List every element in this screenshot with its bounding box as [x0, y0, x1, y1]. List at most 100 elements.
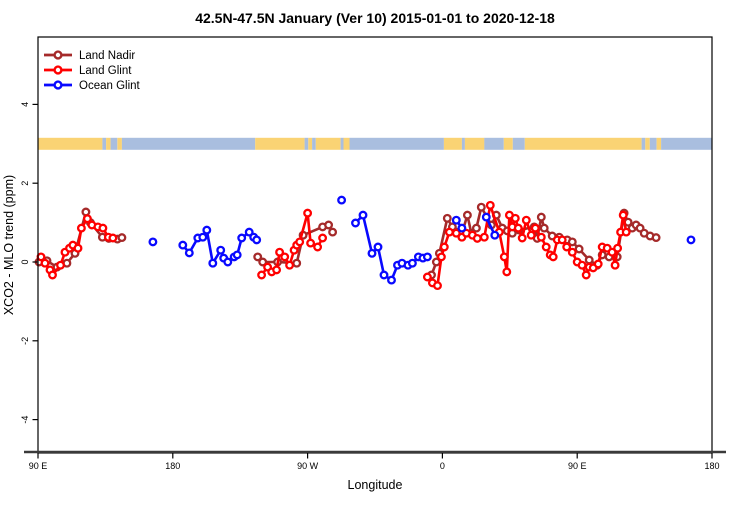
axis-layer: 90 E 180 90 W 0 90 E 180 -4 -2 0 2 4: [20, 36, 726, 471]
data-point-0: [651, 233, 661, 243]
data-point-1: [272, 265, 282, 275]
data-point-1: [285, 260, 295, 270]
data-point-0: [253, 252, 263, 262]
legend-marker-point: [53, 65, 63, 75]
data-point-1: [557, 235, 567, 245]
data-point-2: [202, 225, 212, 235]
data-point-2: [198, 232, 208, 242]
band-land-segment: [106, 137, 111, 150]
x-tick-label: 0: [440, 461, 445, 471]
data-point-1: [313, 242, 323, 252]
data-point-1: [275, 247, 285, 257]
band-land-segment: [343, 137, 350, 150]
band-land-segment: [503, 137, 513, 150]
data-point-1: [98, 223, 108, 233]
data-point-1: [530, 223, 540, 233]
data-point-2: [379, 270, 389, 280]
data-point-1: [303, 208, 313, 218]
data-point-2: [208, 258, 218, 268]
data-point-1: [593, 259, 603, 269]
data-point-2: [223, 257, 233, 267]
data-point-0: [117, 233, 127, 243]
data-point-1: [577, 260, 587, 270]
band-ocean-segment: [102, 137, 107, 150]
data-point-1: [422, 272, 432, 282]
x-tick-label: 180: [704, 461, 719, 471]
chart-title: 42.5N-47.5N January (Ver 10) 2015-01-01 …: [195, 10, 555, 26]
legend-label-ocean-glint: Ocean Glint: [79, 80, 141, 92]
data-point-1: [306, 238, 316, 248]
data-point-1: [444, 227, 454, 237]
band-land-segment: [315, 137, 341, 150]
y-tick-label: 2: [20, 181, 30, 186]
data-point-2: [351, 218, 360, 228]
data-point-0: [476, 202, 486, 212]
data-point-2: [148, 237, 158, 247]
data-point-1: [56, 260, 65, 270]
data-series-layer: [34, 195, 696, 291]
data-point-1: [436, 252, 446, 262]
data-point-1: [48, 270, 57, 280]
data-point-1: [318, 233, 328, 243]
data-point-2: [373, 242, 383, 252]
y-axis-label: XCO2 - MLO trend (ppm): [2, 175, 16, 315]
data-point-1: [76, 223, 86, 233]
band-ocean-segment: [512, 137, 525, 150]
band-ocean-segment: [312, 137, 316, 150]
data-point-0: [471, 223, 481, 233]
band-land-segment: [255, 137, 305, 150]
data-point-1: [280, 252, 290, 262]
x-tick-label: 180: [165, 461, 180, 471]
data-point-1: [295, 237, 305, 247]
data-point-2: [387, 275, 396, 285]
data-point-1: [510, 213, 520, 223]
data-point-1: [73, 243, 83, 253]
data-point-1: [607, 247, 617, 257]
data-point-1: [613, 243, 623, 253]
band-land-segment: [308, 137, 312, 150]
data-point-0: [567, 237, 577, 247]
band-land-segment: [38, 137, 103, 150]
data-point-1: [621, 227, 631, 237]
data-point-1: [562, 242, 572, 252]
x-tick-label: 90 W: [297, 461, 319, 471]
band-land-segment: [443, 137, 462, 150]
data-point-1: [433, 281, 442, 291]
legend-label-land-nadir: Land Nadir: [79, 50, 135, 62]
data-point-1: [499, 252, 509, 262]
data-point-2: [490, 230, 500, 240]
band-land-segment: [645, 137, 650, 150]
x-tick-label: 90 E: [29, 461, 48, 471]
legend-marker-point: [53, 80, 63, 90]
data-point-2: [216, 245, 226, 255]
data-point-0: [324, 220, 334, 230]
data-point-1: [108, 233, 118, 243]
data-point-1: [40, 258, 50, 268]
y-tick-label: -4: [20, 416, 30, 424]
data-point-1: [257, 270, 267, 280]
data-point-2: [237, 233, 247, 243]
data-point-1: [521, 215, 531, 225]
band-land-segment: [117, 137, 122, 150]
y-tick-label: -2: [20, 337, 30, 345]
data-point-1: [618, 210, 628, 220]
data-point-0: [584, 255, 594, 265]
band-ocean-segment: [641, 137, 646, 150]
band-ocean-segment: [349, 137, 444, 150]
data-point-2: [481, 212, 491, 222]
data-point-2: [407, 258, 417, 268]
data-point-0: [442, 213, 452, 223]
data-point-1: [485, 200, 495, 210]
x-tick-label: 90 E: [568, 461, 587, 471]
legend: Land Nadir Land Glint Ocean Glint: [44, 50, 141, 92]
data-point-2: [337, 195, 347, 205]
band-ocean-segment: [461, 137, 465, 150]
data-point-2: [252, 235, 262, 245]
data-point-2: [422, 252, 432, 262]
data-point-0: [462, 210, 472, 220]
band-ocean-segment: [121, 137, 256, 150]
series-line-2: [354, 213, 429, 282]
data-point-1: [82, 214, 92, 224]
